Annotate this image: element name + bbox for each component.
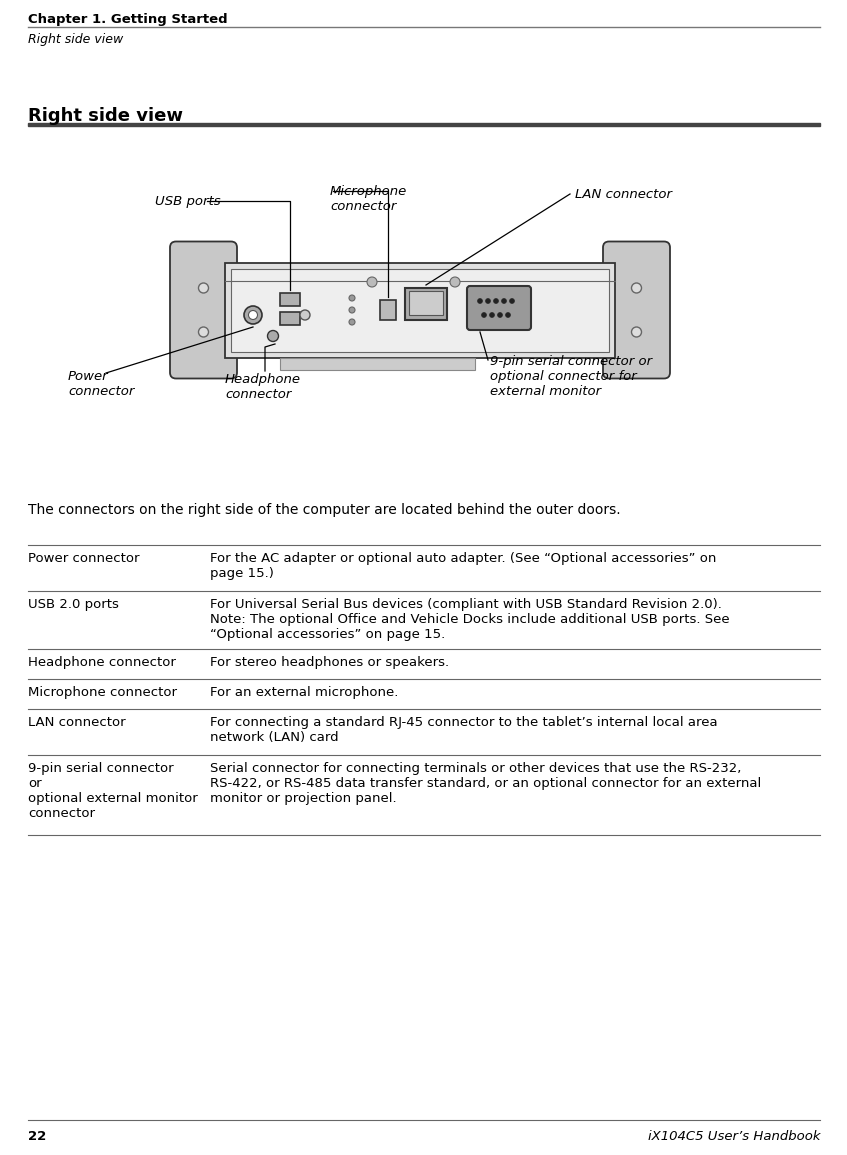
Text: For connecting a standard RJ-45 connector to the tablet’s internal local area
ne: For connecting a standard RJ-45 connecto… [210, 716, 717, 744]
Text: USB ports: USB ports [155, 195, 220, 208]
Circle shape [632, 283, 641, 293]
Text: For Universal Serial Bus devices (compliant with USB Standard Revision 2.0).
Not: For Universal Serial Bus devices (compli… [210, 598, 729, 641]
Circle shape [349, 307, 355, 313]
Text: USB 2.0 ports: USB 2.0 ports [28, 598, 119, 611]
Circle shape [268, 330, 279, 342]
Bar [231, 268, 609, 351]
Bar [280, 358, 475, 370]
Circle shape [198, 283, 208, 293]
Circle shape [501, 298, 507, 304]
Circle shape [632, 327, 641, 337]
Text: 9-pin serial connector or
optional connector for
external monitor: 9-pin serial connector or optional conne… [490, 355, 652, 398]
Circle shape [349, 319, 355, 325]
Text: For stereo headphones or speakers.: For stereo headphones or speakers. [210, 656, 449, 669]
Bar [380, 300, 396, 320]
Circle shape [485, 298, 490, 304]
Text: Chapter 1. Getting Started: Chapter 1. Getting Started [28, 13, 228, 27]
Text: For an external microphone.: For an external microphone. [210, 686, 398, 699]
Text: Microphone connector: Microphone connector [28, 686, 177, 699]
Bar [409, 291, 443, 315]
Text: iX104C5 User’s Handbook: iX104C5 User’s Handbook [647, 1130, 820, 1143]
Text: The connectors on the right side of the computer are located behind the outer do: The connectors on the right side of the … [28, 502, 621, 517]
Text: For the AC adapter or optional auto adapter. (See “Optional accessories” on
page: For the AC adapter or optional auto adap… [210, 552, 717, 580]
Circle shape [300, 310, 310, 320]
Circle shape [506, 313, 511, 318]
Text: LAN connector: LAN connector [575, 188, 672, 201]
Circle shape [244, 306, 262, 325]
FancyBboxPatch shape [467, 286, 531, 330]
Bar [28, 122, 820, 126]
Text: Right side view: Right side view [28, 107, 183, 125]
Circle shape [478, 298, 483, 304]
Text: 22: 22 [28, 1130, 47, 1143]
Circle shape [494, 298, 499, 304]
Text: Power
connector: Power connector [68, 370, 135, 398]
Bar [405, 288, 447, 320]
Text: LAN connector: LAN connector [28, 716, 125, 729]
Text: Headphone
connector: Headphone connector [225, 373, 301, 401]
Bar [280, 293, 300, 306]
Text: Microphone
connector: Microphone connector [330, 185, 407, 213]
Bar [225, 262, 615, 358]
Circle shape [510, 298, 514, 304]
Circle shape [450, 277, 460, 286]
Text: Power connector: Power connector [28, 552, 140, 565]
Text: 9-pin serial connector
or
optional external monitor
connector: 9-pin serial connector or optional exter… [28, 762, 197, 820]
Text: Headphone connector: Headphone connector [28, 656, 176, 669]
Circle shape [367, 277, 377, 286]
Circle shape [481, 313, 486, 318]
Circle shape [349, 295, 355, 301]
Circle shape [497, 313, 502, 318]
Text: Serial connector for connecting terminals or other devices that use the RS-232,
: Serial connector for connecting terminal… [210, 762, 761, 805]
Circle shape [248, 311, 257, 320]
FancyBboxPatch shape [603, 241, 670, 379]
Text: Right side view: Right side view [28, 33, 124, 46]
FancyBboxPatch shape [170, 241, 237, 379]
Circle shape [198, 327, 208, 337]
Bar [280, 312, 300, 325]
Circle shape [490, 313, 495, 318]
